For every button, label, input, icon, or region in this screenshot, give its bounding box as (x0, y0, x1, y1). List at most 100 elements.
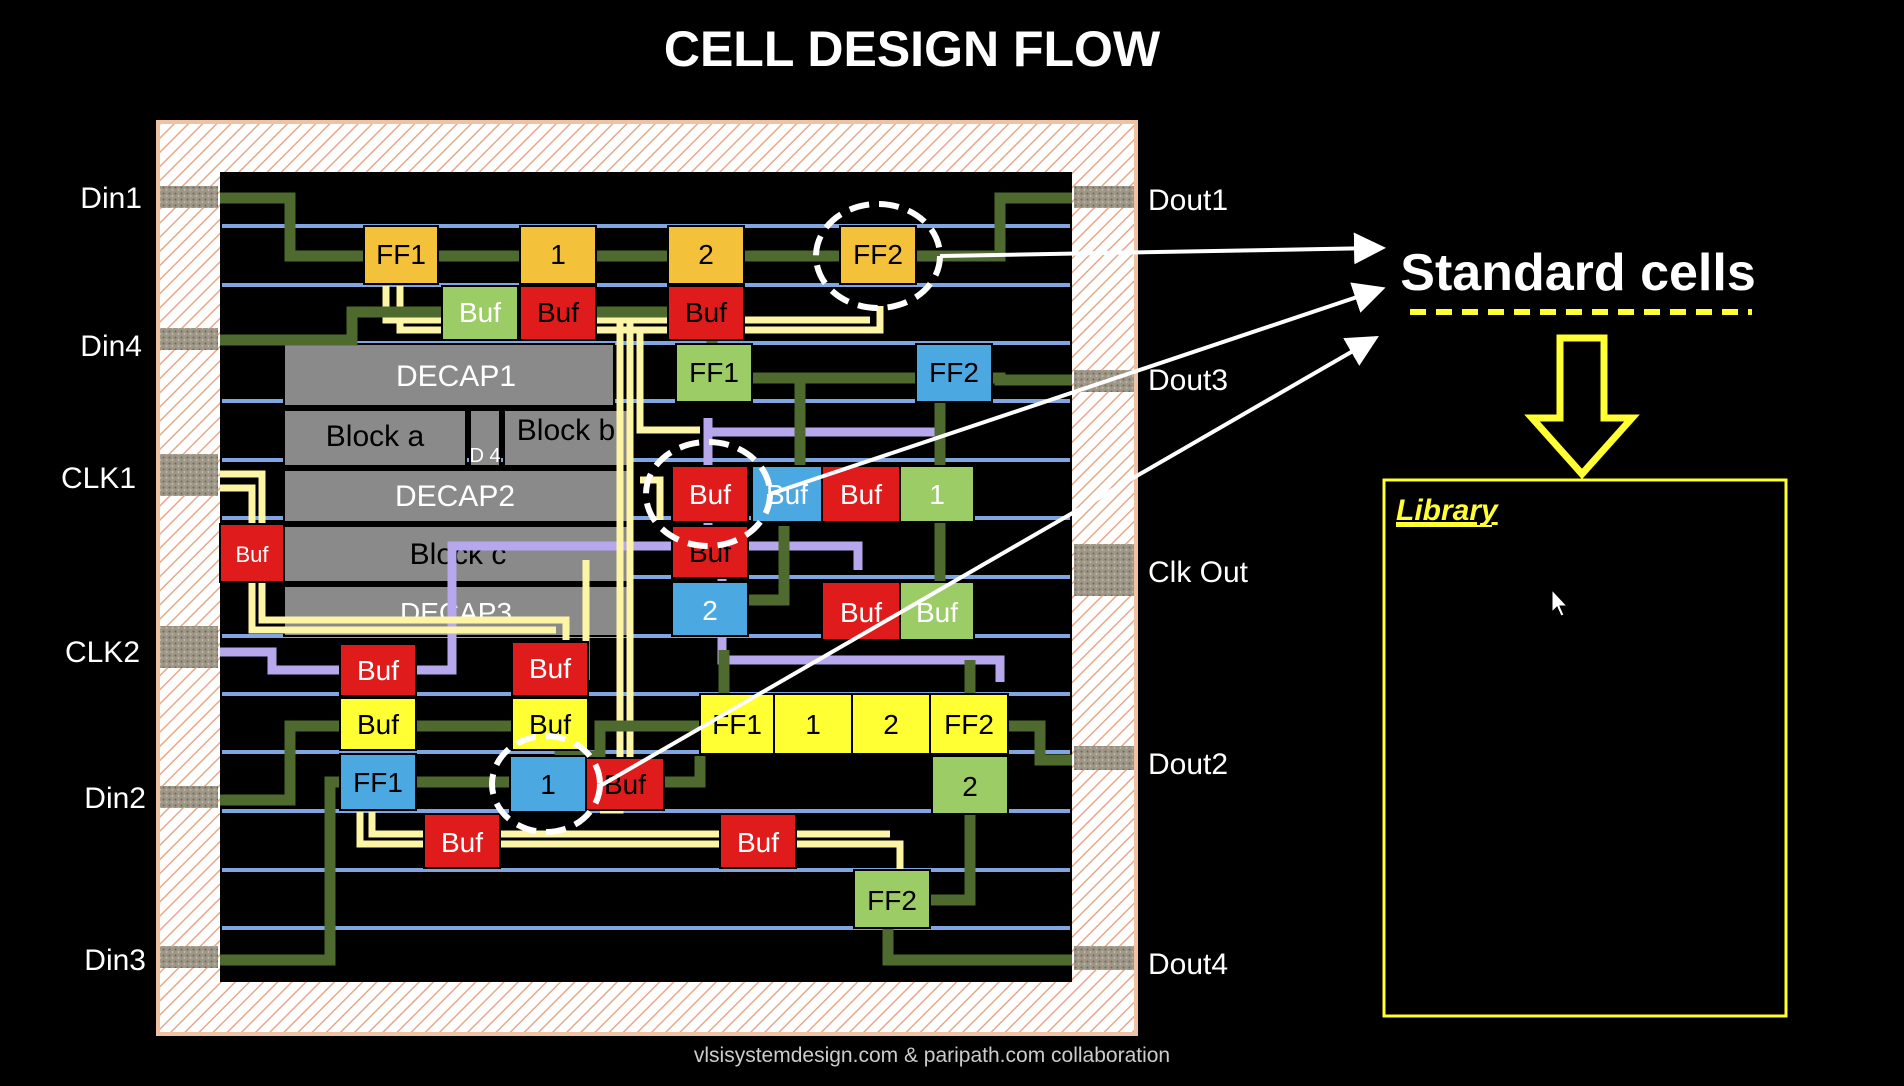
cell-buf-red-mid2: Buf (821, 465, 901, 523)
cell-2-yellow: 2 (851, 693, 931, 755)
library-label: Library (1396, 494, 1499, 527)
cell-label: Buf (459, 297, 501, 328)
arrow-from-ff2 (939, 232, 1386, 265)
pad-dout4 (1074, 946, 1134, 970)
standard-cells-layout: FF1 1 2 FF2 Buf Buf Buf FF1 (219, 225, 1009, 929)
pad-din3 (160, 946, 218, 968)
pad-clk2 (160, 626, 218, 668)
data-routing (220, 192, 1072, 966)
wire-yellow-bottom-a (356, 812, 904, 878)
cell-buf-red-top1: Buf (519, 285, 597, 341)
cell-label: Buf (689, 479, 731, 510)
wire-dout3 (750, 372, 1072, 386)
cell-1-orange: 1 (519, 225, 597, 285)
cell-ff2-yellow: FF2 (929, 693, 1009, 755)
cell-label: Buf (840, 597, 882, 628)
cell-label: Buf (529, 653, 571, 684)
cell-label: 2 (698, 239, 714, 270)
cell-label: Buf (357, 655, 399, 686)
cell-2-green: 2 (931, 755, 1009, 815)
cell-buf-red-r1: Buf (339, 643, 417, 697)
cell-label: FF2 (944, 709, 994, 740)
cell-label: Buf (357, 709, 399, 740)
pin-label-dout2: Dout2 (1148, 748, 1228, 781)
cell-ff2-green: FF2 (853, 869, 931, 929)
wire-yellow-buf (636, 330, 700, 434)
cell-2-orange: 2 (667, 225, 745, 285)
pin-label-clk1: CLK1 (61, 462, 136, 495)
wire-dout4 (882, 926, 1072, 966)
cell-label: 2 (702, 595, 718, 626)
pin-label-din3: Din3 (84, 944, 146, 977)
cell-ff2-orange: FF2 (839, 225, 917, 285)
macro-decap2 (283, 469, 629, 523)
cell-buf-red-bot1: Buf (423, 813, 501, 869)
arrow-from-buf (769, 282, 1386, 496)
pin-label-clkout: Clk Out (1148, 556, 1249, 589)
cell-ff1-blue: FF1 (339, 753, 417, 811)
standard-cells-label: Standard cells (1400, 244, 1755, 302)
down-arrow-icon (1524, 334, 1640, 480)
cell-label: FF1 (376, 239, 426, 270)
cell-label: FF2 (853, 239, 903, 270)
pad-dout1 (1074, 186, 1134, 208)
cell-label: Buf (685, 297, 727, 328)
cell-label: 1 (540, 769, 556, 800)
cell-label: FF2 (867, 885, 917, 916)
pin-label-din2: Din2 (84, 782, 146, 815)
cell-label: 2 (883, 709, 899, 740)
wire-din1-to-dout1 (220, 192, 1072, 262)
pin-label-dout4: Dout4 (1148, 948, 1228, 981)
cell-ff1-green: FF1 (675, 343, 753, 403)
cell-buf-red-under: Buf (671, 525, 749, 579)
cell-label: 1 (929, 479, 945, 510)
cell-ff2-blue: FF2 (915, 343, 993, 403)
wire-2-to-ff2 (930, 780, 976, 906)
pad-clkout (1074, 544, 1134, 596)
cell-buf-red-bot2: Buf (719, 813, 797, 869)
cell-label: 1 (805, 709, 821, 740)
pad-din4 (160, 328, 218, 350)
macro-d4 (469, 409, 501, 467)
pin-label-din4: Din4 (80, 330, 142, 363)
pin-label-dout3: Dout3 (1148, 364, 1228, 397)
wire-yellow-bottom-b (368, 812, 890, 838)
pointer-arrows (598, 232, 1386, 788)
cell-1-green: 1 (899, 465, 975, 523)
cell-label: FF1 (712, 709, 762, 740)
macro-decap1-label: DECAP1 (396, 360, 516, 393)
cell-label: Buf (840, 479, 882, 510)
page-title: CELL DESIGN FLOW (664, 21, 1161, 77)
macro-block-b (503, 409, 629, 467)
cell-label: Buf (737, 827, 779, 858)
macro-decap1 (283, 343, 615, 407)
macro-d4-label: D 4 (469, 445, 500, 467)
cell-label: Buf (441, 827, 483, 858)
io-pads (160, 186, 1134, 970)
cell-label: Buf (537, 297, 579, 328)
cell-1-yellow: 1 (773, 693, 853, 755)
cell-buf-green-top: Buf (441, 285, 519, 341)
pin-label-clk2: CLK2 (65, 636, 140, 669)
pin-label-dout1: Dout1 (1148, 184, 1228, 217)
cell-2-blue: 2 (671, 581, 749, 637)
pad-dout2 (1074, 746, 1134, 770)
macro-block-a (283, 409, 467, 467)
cell-buf-red-right: Buf (821, 581, 901, 641)
macro-decap2-label: DECAP2 (395, 480, 515, 513)
macro-block-b-label: Block b (517, 414, 615, 447)
macros: DECAP1 Block a D 4 Block b DECAP2 Block … (283, 343, 629, 637)
cell-1-blue: 1 (509, 755, 587, 813)
cell-ff1-orange: FF1 (363, 225, 439, 285)
wire-clk1-a (220, 470, 570, 640)
pad-din1 (160, 186, 218, 208)
cell-label: Buf (604, 769, 646, 800)
cell-buf-yellow-1: Buf (339, 697, 417, 751)
mouse-cursor-icon (1551, 588, 1569, 617)
cell-label: 1 (550, 239, 566, 270)
cell-buf-red-r2: Buf (511, 641, 589, 697)
cell-label: 2 (962, 771, 978, 802)
wire-buf-down (740, 526, 790, 606)
cell-buf-red-top2: Buf (667, 285, 745, 341)
